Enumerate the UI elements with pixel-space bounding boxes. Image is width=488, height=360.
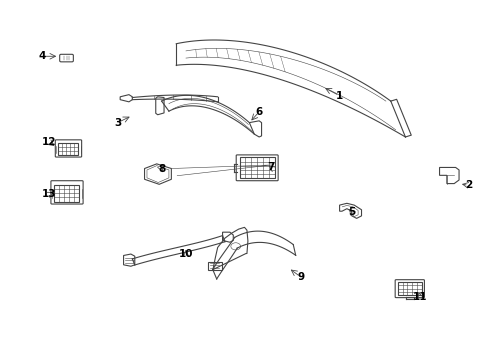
- Text: 6: 6: [255, 107, 262, 117]
- Text: 5: 5: [347, 207, 355, 217]
- Bar: [397, 282, 421, 296]
- Text: 1: 1: [335, 91, 343, 101]
- Text: 12: 12: [42, 138, 57, 147]
- Text: 2: 2: [464, 180, 471, 190]
- Text: 8: 8: [158, 164, 165, 174]
- Text: 13: 13: [42, 189, 57, 199]
- Text: 9: 9: [296, 272, 304, 282]
- Text: 11: 11: [412, 292, 427, 302]
- Bar: [54, 185, 79, 202]
- Text: 4: 4: [39, 51, 46, 61]
- Text: 7: 7: [267, 162, 274, 172]
- Text: 10: 10: [179, 248, 193, 258]
- Bar: [58, 143, 78, 155]
- Bar: [239, 157, 274, 178]
- Text: 3: 3: [114, 118, 121, 128]
